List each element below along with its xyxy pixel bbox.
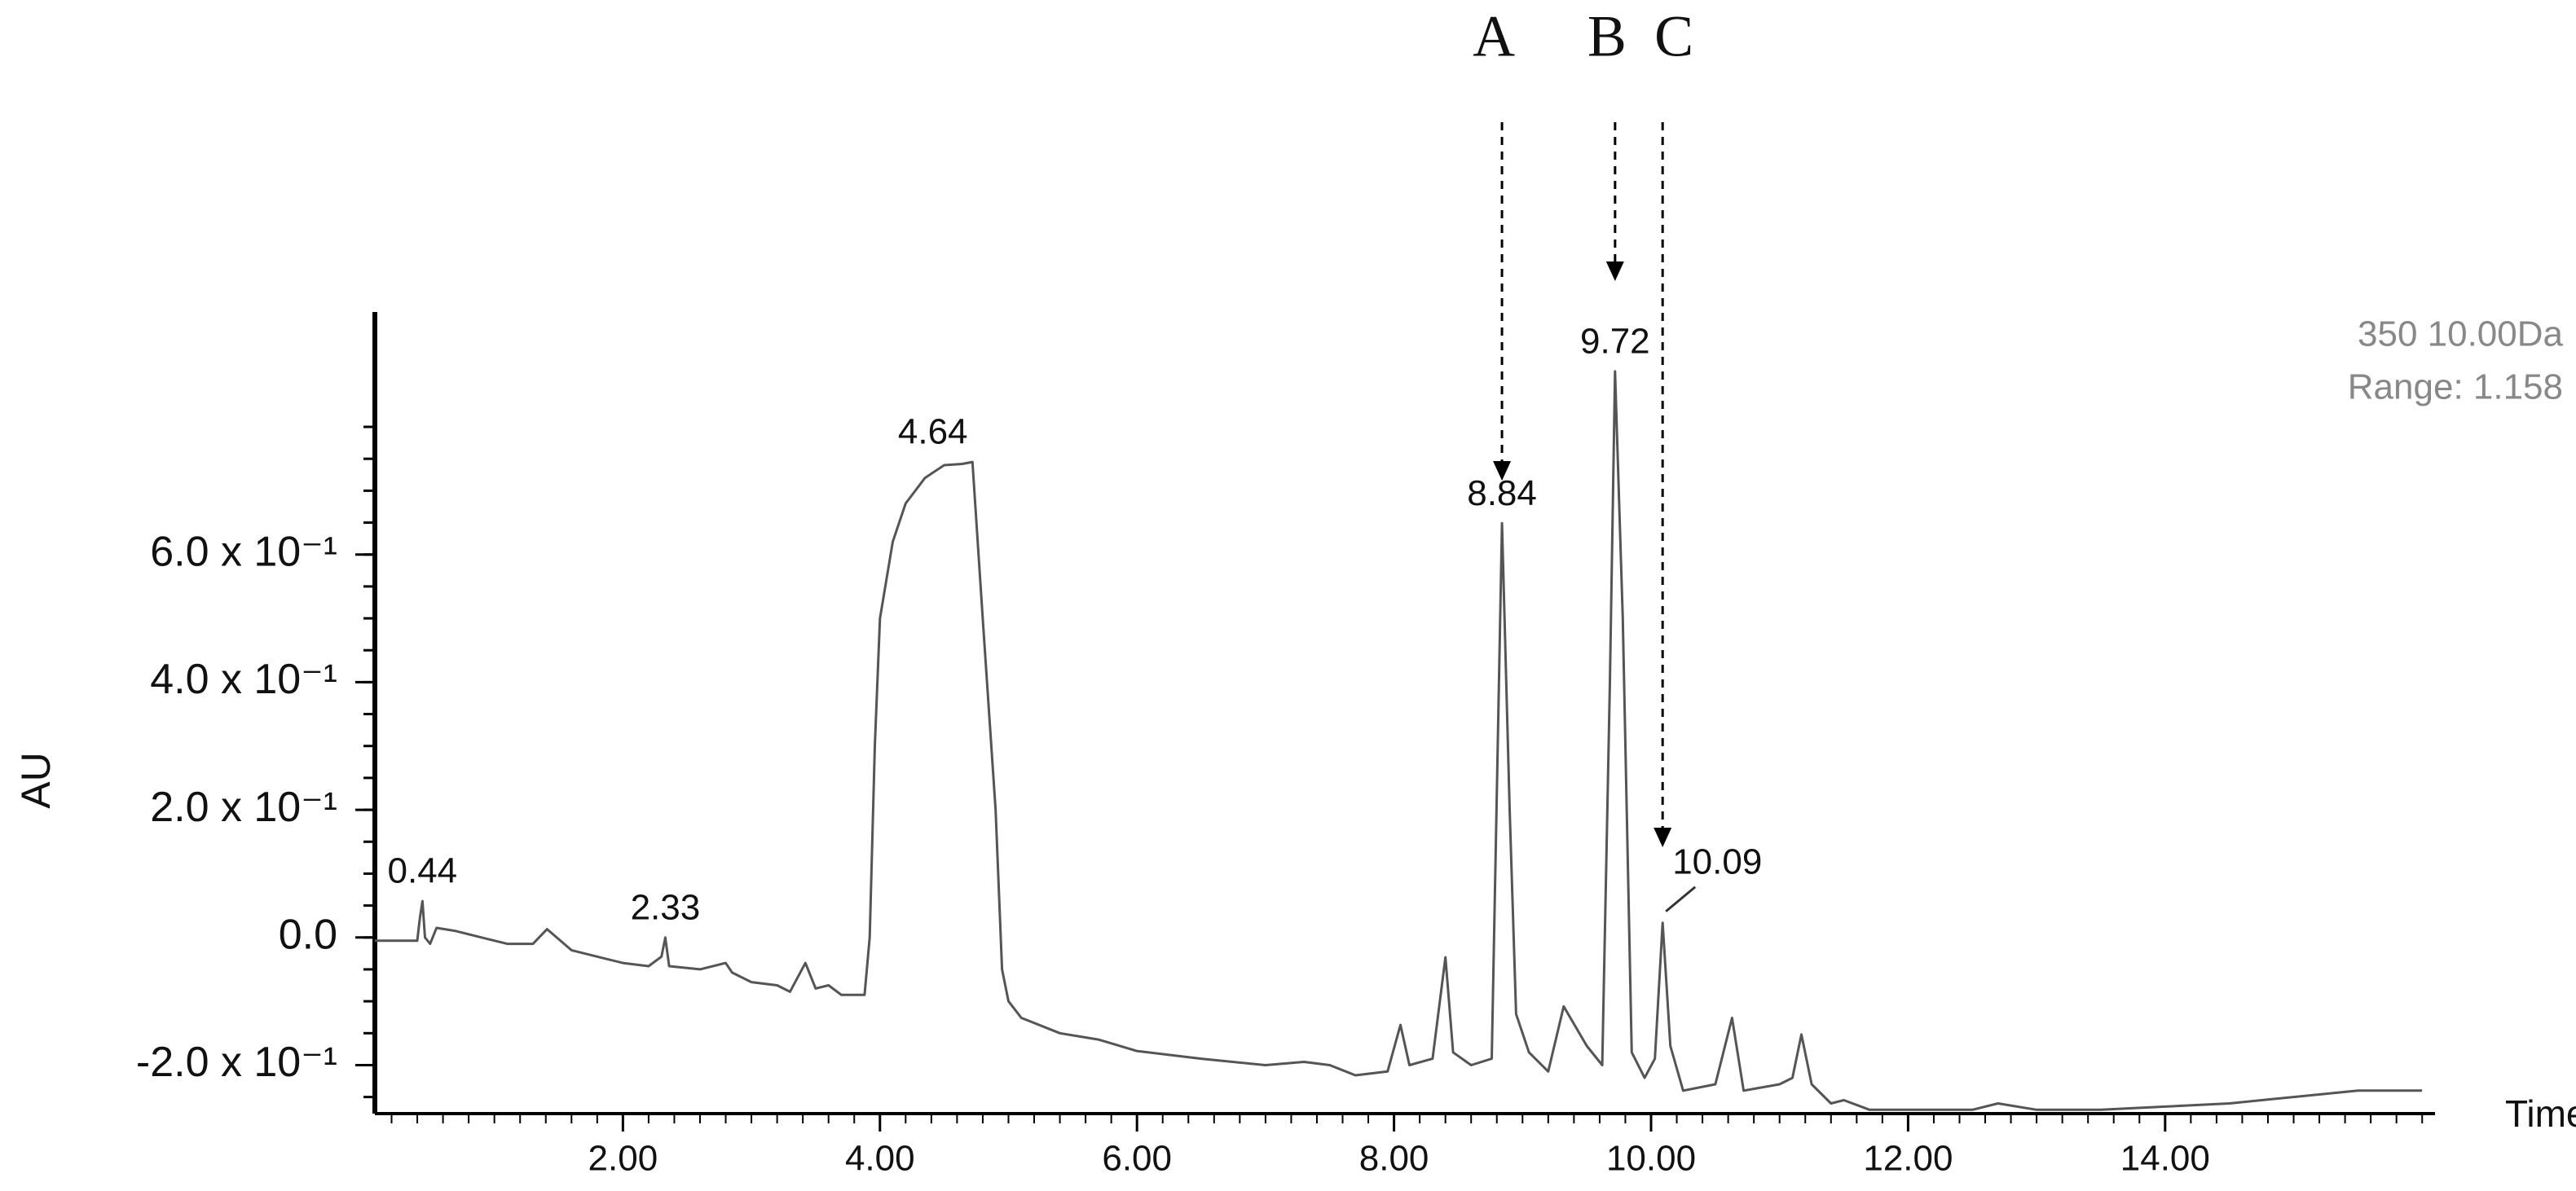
- peak-label: 10.09: [1672, 842, 1762, 881]
- x-tick-label: 12.00: [1863, 1139, 1953, 1179]
- y-tick-label: 6.0 x 10⁻¹: [150, 528, 337, 575]
- x-axis-label: Time: [2505, 1092, 2576, 1135]
- peak-label: 4.64: [898, 412, 968, 452]
- y-tick-label: 2.0 x 10⁻¹: [150, 784, 337, 831]
- x-tick-label: 6.00: [1102, 1139, 1172, 1179]
- y-tick-label: 0.0: [279, 912, 337, 959]
- y-tick-label: 4.0 x 10⁻¹: [150, 656, 337, 703]
- leader-line: [1665, 886, 1697, 912]
- x-tick-label: 4.00: [845, 1139, 915, 1179]
- x-tick-label: 8.00: [1359, 1139, 1429, 1179]
- arrow-head: [1493, 461, 1512, 481]
- arrow-head: [1653, 828, 1672, 847]
- corner-text: Range: 1.158: [2348, 367, 2563, 407]
- peak-label: 2.33: [631, 887, 701, 927]
- arrow-head: [1605, 261, 1624, 281]
- marker-label: B: [1587, 4, 1627, 69]
- x-tick-label: 10.00: [1606, 1139, 1696, 1179]
- x-tick-label: 2.00: [588, 1139, 658, 1179]
- corner-text: 350 10.00Da: [2358, 314, 2564, 354]
- marker-label: A: [1473, 4, 1515, 69]
- y-axis-label: AU: [13, 752, 59, 808]
- trace: [375, 370, 2423, 1111]
- peak-label: 0.44: [388, 851, 458, 891]
- y-tick-label: -2.0 x 10⁻¹: [136, 1039, 337, 1086]
- peak-label: 9.72: [1580, 321, 1650, 361]
- x-tick-label: 14.00: [2120, 1139, 2210, 1179]
- marker-label: C: [1654, 4, 1693, 69]
